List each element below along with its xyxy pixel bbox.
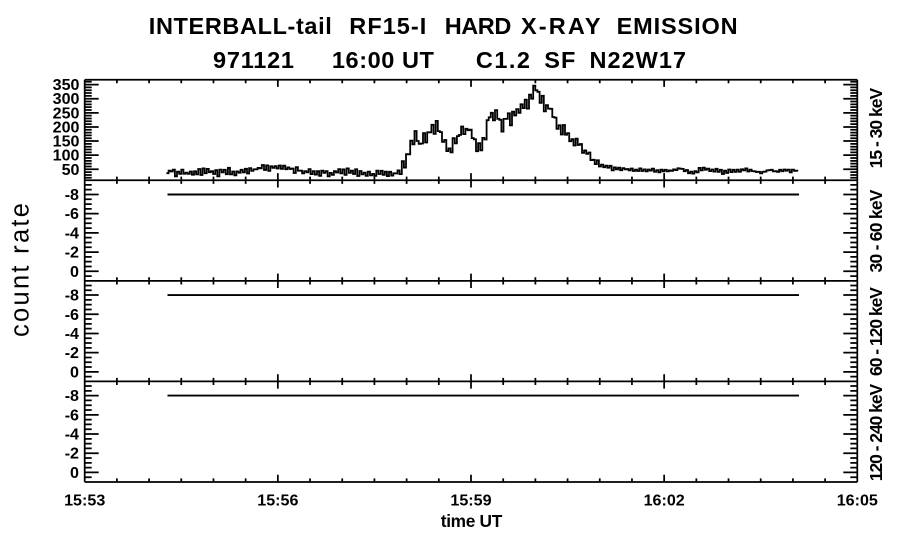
svg-text:SF: SF bbox=[544, 47, 575, 73]
svg-text:120 - 240 keV: 120 - 240 keV bbox=[866, 383, 886, 481]
svg-text:200: 200 bbox=[53, 118, 80, 136]
svg-text:-2: -2 bbox=[65, 445, 79, 463]
svg-text:60 - 120 keV: 60 - 120 keV bbox=[866, 287, 886, 376]
svg-text:X-RAY: X-RAY bbox=[521, 13, 601, 39]
svg-text:15:53: 15:53 bbox=[64, 491, 105, 509]
svg-text:EMISSION: EMISSION bbox=[617, 13, 738, 39]
svg-text:30 - 60 keV: 30 - 60 keV bbox=[866, 189, 886, 272]
svg-text:HARD: HARD bbox=[445, 13, 512, 39]
svg-text:-8: -8 bbox=[65, 387, 79, 405]
svg-text:time UT: time UT bbox=[441, 511, 503, 531]
svg-text:16:05: 16:05 bbox=[837, 491, 878, 509]
svg-text:300: 300 bbox=[53, 90, 80, 108]
svg-text:N22W17: N22W17 bbox=[590, 47, 687, 73]
svg-text:16:00 UT: 16:00 UT bbox=[332, 47, 435, 73]
svg-text:RF15-I: RF15-I bbox=[349, 13, 426, 39]
svg-text:50: 50 bbox=[62, 161, 80, 179]
svg-text:971121: 971121 bbox=[213, 47, 294, 73]
svg-text:350: 350 bbox=[53, 76, 80, 94]
svg-text:-4: -4 bbox=[65, 325, 79, 343]
svg-text:INTERBALL-tail: INTERBALL-tail bbox=[149, 13, 332, 39]
svg-text:15:59: 15:59 bbox=[450, 491, 491, 509]
svg-text:100: 100 bbox=[53, 147, 80, 165]
svg-text:-4: -4 bbox=[65, 224, 79, 242]
svg-text:count rate: count rate bbox=[7, 203, 35, 337]
svg-text:250: 250 bbox=[53, 104, 80, 122]
svg-text:-6: -6 bbox=[65, 406, 79, 424]
svg-text:150: 150 bbox=[53, 133, 80, 151]
svg-text:C1.2: C1.2 bbox=[476, 47, 530, 73]
svg-text:-2: -2 bbox=[65, 344, 79, 362]
svg-text:15 - 30 keV: 15 - 30 keV bbox=[866, 87, 886, 168]
svg-text:16:02: 16:02 bbox=[644, 491, 685, 509]
svg-text:-8: -8 bbox=[65, 186, 79, 204]
svg-text:0: 0 bbox=[70, 363, 79, 381]
svg-text:0: 0 bbox=[70, 263, 79, 281]
svg-text:-2: -2 bbox=[65, 244, 79, 262]
svg-text:-6: -6 bbox=[65, 205, 79, 223]
svg-text:-4: -4 bbox=[65, 426, 79, 444]
svg-text:0: 0 bbox=[70, 464, 79, 482]
svg-text:-8: -8 bbox=[65, 287, 79, 305]
svg-text:-6: -6 bbox=[65, 306, 79, 324]
svg-text:15:56: 15:56 bbox=[257, 491, 298, 509]
